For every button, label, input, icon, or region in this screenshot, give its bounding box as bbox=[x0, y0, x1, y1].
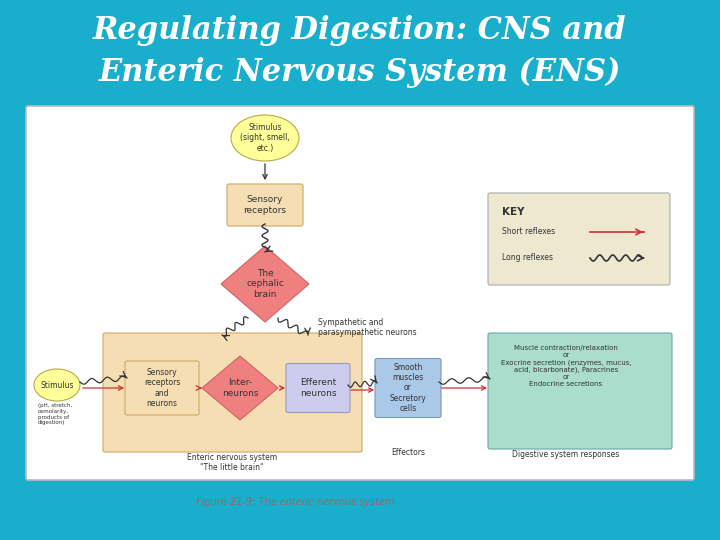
Ellipse shape bbox=[231, 115, 299, 161]
FancyBboxPatch shape bbox=[375, 359, 441, 417]
Text: KEY: KEY bbox=[502, 207, 524, 217]
Text: Sympathetic and
parasympathetic neurons: Sympathetic and parasympathetic neurons bbox=[318, 318, 417, 338]
Text: Figure 21-9: The enteric nervous system: Figure 21-9: The enteric nervous system bbox=[196, 497, 395, 507]
FancyBboxPatch shape bbox=[26, 106, 694, 480]
Text: Sensory
receptors: Sensory receptors bbox=[243, 195, 287, 215]
Ellipse shape bbox=[34, 369, 80, 401]
Text: The
cephalic
brain: The cephalic brain bbox=[246, 269, 284, 299]
Text: Effectors: Effectors bbox=[391, 448, 425, 457]
FancyBboxPatch shape bbox=[488, 333, 672, 449]
Text: Digestive system responses: Digestive system responses bbox=[513, 450, 620, 459]
Text: Stimulus
(sight, smell,
etc.): Stimulus (sight, smell, etc.) bbox=[240, 123, 290, 153]
FancyBboxPatch shape bbox=[488, 193, 670, 285]
Text: Muscle contraction/relaxation
or
Exocrine secretion (enzymes, mucus,
acid, bicar: Muscle contraction/relaxation or Exocrin… bbox=[500, 345, 631, 387]
Text: Stimulus: Stimulus bbox=[40, 381, 73, 389]
Text: Short reflexes: Short reflexes bbox=[502, 227, 555, 237]
Text: Inter-
neurons: Inter- neurons bbox=[222, 379, 258, 397]
Text: Long reflexes: Long reflexes bbox=[502, 253, 553, 262]
FancyBboxPatch shape bbox=[125, 361, 199, 415]
Text: Efferent
neurons: Efferent neurons bbox=[300, 379, 336, 397]
FancyBboxPatch shape bbox=[227, 184, 303, 226]
Text: Regulating Digestion: CNS and: Regulating Digestion: CNS and bbox=[93, 15, 627, 45]
FancyBboxPatch shape bbox=[103, 333, 362, 452]
Text: Enteric nervous system
"The little brain": Enteric nervous system "The little brain… bbox=[187, 453, 277, 472]
Polygon shape bbox=[221, 246, 309, 322]
Polygon shape bbox=[202, 356, 278, 420]
FancyBboxPatch shape bbox=[286, 363, 350, 413]
Text: (pH, stretch,
osmolarity,
products of
digestion): (pH, stretch, osmolarity, products of di… bbox=[38, 403, 72, 426]
Text: Sensory
receptors
and
neurons: Sensory receptors and neurons bbox=[144, 368, 180, 408]
Text: Enteric Nervous System (ENS): Enteric Nervous System (ENS) bbox=[99, 56, 621, 87]
Text: Smooth
muscles
or
Secretory
cells: Smooth muscles or Secretory cells bbox=[390, 363, 426, 413]
